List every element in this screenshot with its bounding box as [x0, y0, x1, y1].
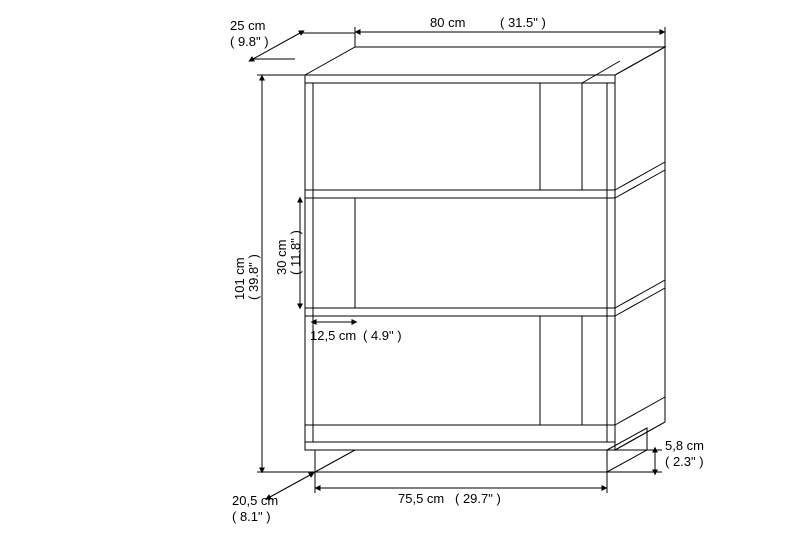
dimensions — [253, 27, 665, 497]
base-depth-cm: 20,5 cm — [232, 493, 278, 508]
shelf-gap-in: ( 11.8" ) — [288, 230, 303, 275]
depth-in: ( 9.8" ) — [230, 34, 269, 49]
shelf-gap-cm: 30 cm — [274, 240, 289, 275]
base-width-in: ( 29.7" ) — [455, 491, 501, 506]
depth-cm: 25 cm — [230, 18, 265, 33]
base-width-cm: 75,5 cm — [398, 491, 444, 506]
dimension-labels: 25 cm ( 9.8" ) 80 cm ( 31.5" ) 101 cm ( … — [230, 15, 704, 524]
divider-cm: 12,5 cm — [310, 328, 356, 343]
width-top-in: ( 31.5" ) — [500, 15, 546, 30]
shelf-drawing — [305, 47, 665, 472]
height-cm: 101 cm — [232, 257, 247, 300]
dimension-diagram: 25 cm ( 9.8" ) 80 cm ( 31.5" ) 101 cm ( … — [0, 0, 800, 533]
width-top-cm: 80 cm — [430, 15, 465, 30]
base-height-cm: 5,8 cm — [665, 438, 704, 453]
base-depth-in: ( 8.1" ) — [232, 509, 271, 524]
divider-in: ( 4.9" ) — [363, 328, 402, 343]
height-in: ( 39.8" ) — [246, 254, 261, 300]
base-height-in: ( 2.3" ) — [665, 454, 704, 469]
